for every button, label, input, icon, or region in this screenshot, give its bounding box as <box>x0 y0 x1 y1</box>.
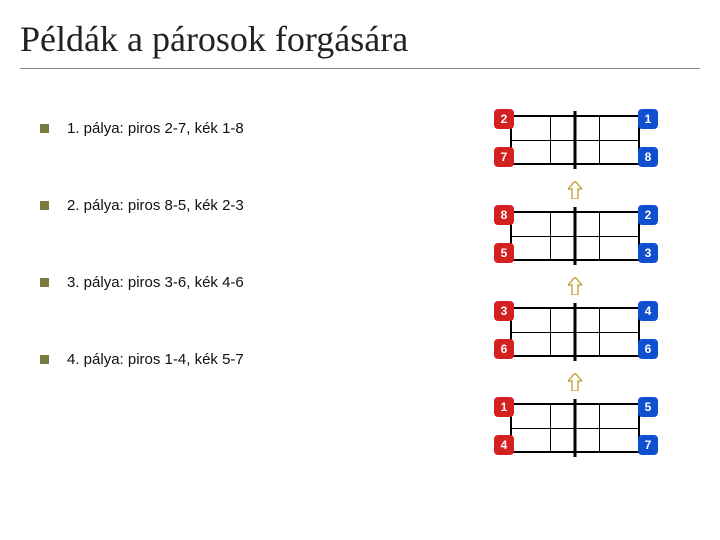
player-marker: 8 <box>494 205 514 225</box>
player-marker: 3 <box>638 243 658 263</box>
bullet-marker-icon <box>40 355 49 364</box>
bullet-list: 1. pálya: piros 2-7, kék 1-8 2. pálya: p… <box>40 120 400 428</box>
player-marker: 1 <box>494 397 514 417</box>
bullet-marker-icon <box>40 201 49 210</box>
court-1: 2 1 7 8 <box>480 105 680 201</box>
list-item: 1. pálya: piros 2-7, kék 1-8 <box>40 120 400 137</box>
player-marker: 4 <box>638 301 658 321</box>
court-service-line <box>550 405 551 451</box>
court-net <box>574 111 577 169</box>
list-item: 4. pálya: piros 1-4, kék 5-7 <box>40 351 400 368</box>
court-service-line <box>599 213 600 259</box>
player-marker: 4 <box>494 435 514 455</box>
court-service-line <box>599 405 600 451</box>
player-marker: 5 <box>494 243 514 263</box>
player-marker: 1 <box>638 109 658 129</box>
court-4: 1547 <box>480 393 680 489</box>
player-marker: 6 <box>638 339 658 359</box>
title-bar: Példák a párosok forgására <box>20 18 700 69</box>
up-arrow-icon <box>568 373 582 391</box>
court-service-line <box>550 117 551 163</box>
court-net <box>574 207 577 265</box>
court-outline <box>510 307 640 357</box>
court-3: 3 4 6 6 <box>480 297 680 393</box>
bullet-text: 3. pálya: piros 3-6, kék 4-6 <box>67 274 244 291</box>
player-marker: 8 <box>638 147 658 167</box>
player-marker: 6 <box>494 339 514 359</box>
court-net <box>574 399 577 457</box>
court-2: 8 2 5 3 <box>480 201 680 297</box>
court-service-line <box>599 117 600 163</box>
up-arrow-icon <box>568 181 582 199</box>
bullet-marker-icon <box>40 124 49 133</box>
player-marker: 2 <box>638 205 658 225</box>
player-marker: 2 <box>494 109 514 129</box>
bullet-text: 2. pálya: piros 8-5, kék 2-3 <box>67 197 244 214</box>
bullet-text: 4. pálya: piros 1-4, kék 5-7 <box>67 351 244 368</box>
court-outline <box>510 211 640 261</box>
court-net <box>574 303 577 361</box>
list-item: 3. pálya: piros 3-6, kék 4-6 <box>40 274 400 291</box>
bullet-marker-icon <box>40 278 49 287</box>
up-arrow-icon <box>568 277 582 295</box>
court-diagrams: 2178825334661547 <box>480 105 680 489</box>
court-outline <box>510 115 640 165</box>
court-outline <box>510 403 640 453</box>
bullet-text: 1. pálya: piros 2-7, kék 1-8 <box>67 120 244 137</box>
player-marker: 7 <box>494 147 514 167</box>
page-title: Példák a párosok forgására <box>20 18 700 60</box>
court-service-line <box>599 309 600 355</box>
player-marker: 3 <box>494 301 514 321</box>
court-service-line <box>550 309 551 355</box>
player-marker: 7 <box>638 435 658 455</box>
player-marker: 5 <box>638 397 658 417</box>
list-item: 2. pálya: piros 8-5, kék 2-3 <box>40 197 400 214</box>
court-service-line <box>550 213 551 259</box>
